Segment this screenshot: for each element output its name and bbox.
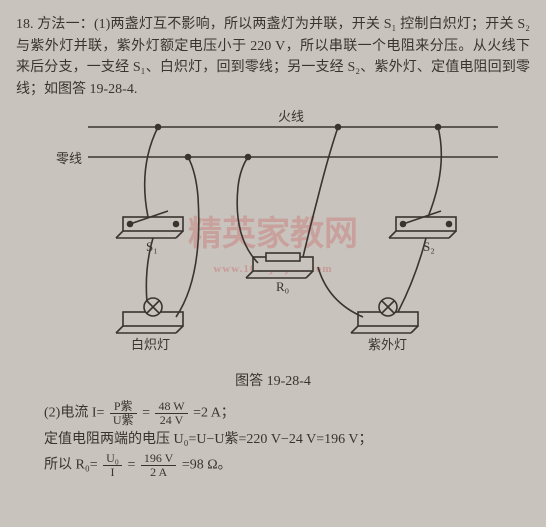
- line1-prefix: (2)电流 I=: [44, 406, 104, 421]
- circuit-svg: [28, 107, 518, 367]
- solution-line-1: (2)电流 I= P紫 U紫 = 48 W 24 V =2 A；: [44, 400, 530, 426]
- line1-suffix: =2 A；: [193, 406, 235, 421]
- lamp2-label: 紫外灯: [368, 335, 407, 355]
- resistor-label: R₀: [276, 277, 289, 297]
- figure-caption: 图答 19-28-4: [16, 371, 530, 393]
- circuit-diagram: 精英家教网 www.1010jiajiao.com: [28, 107, 518, 367]
- line3-prefix: 所以 R₀=: [44, 458, 98, 473]
- fraction-48w-24v: 48 W 24 V: [155, 400, 187, 426]
- hot-line-label: 火线: [278, 107, 304, 127]
- solution-line-3: 所以 R₀= U₀ I = 196 V 2 A =98 Ω。: [44, 452, 530, 478]
- problem-body: 方法一：(1)两盏灯互不影响，所以两盏灯为并联，开关 S₁ 控制白炽灯；开关 S…: [16, 17, 530, 97]
- fraction-p-over-u: P紫 U紫: [110, 400, 137, 426]
- neutral-line-label: 零线: [56, 149, 82, 169]
- fraction-196v-2a: 196 V 2 A: [141, 452, 176, 478]
- switch1-label: S₁: [146, 237, 158, 257]
- switch2-label: S₂: [423, 237, 435, 257]
- fraction-u0-over-i: U₀ I: [103, 452, 122, 478]
- solution-line-2: 定值电阻两端的电压 U₀=U−U紫=220 V−24 V=196 V；: [44, 429, 530, 451]
- line1-mid: =: [142, 406, 150, 421]
- problem-text: 18. 方法一：(1)两盏灯互不影响，所以两盏灯为并联，开关 S₁ 控制白炽灯；…: [16, 14, 530, 101]
- line3-mid: =: [127, 458, 135, 473]
- question-number: 18.: [16, 17, 34, 32]
- line3-suffix: =98 Ω。: [182, 458, 232, 473]
- lamp1-label: 白炽灯: [131, 335, 170, 355]
